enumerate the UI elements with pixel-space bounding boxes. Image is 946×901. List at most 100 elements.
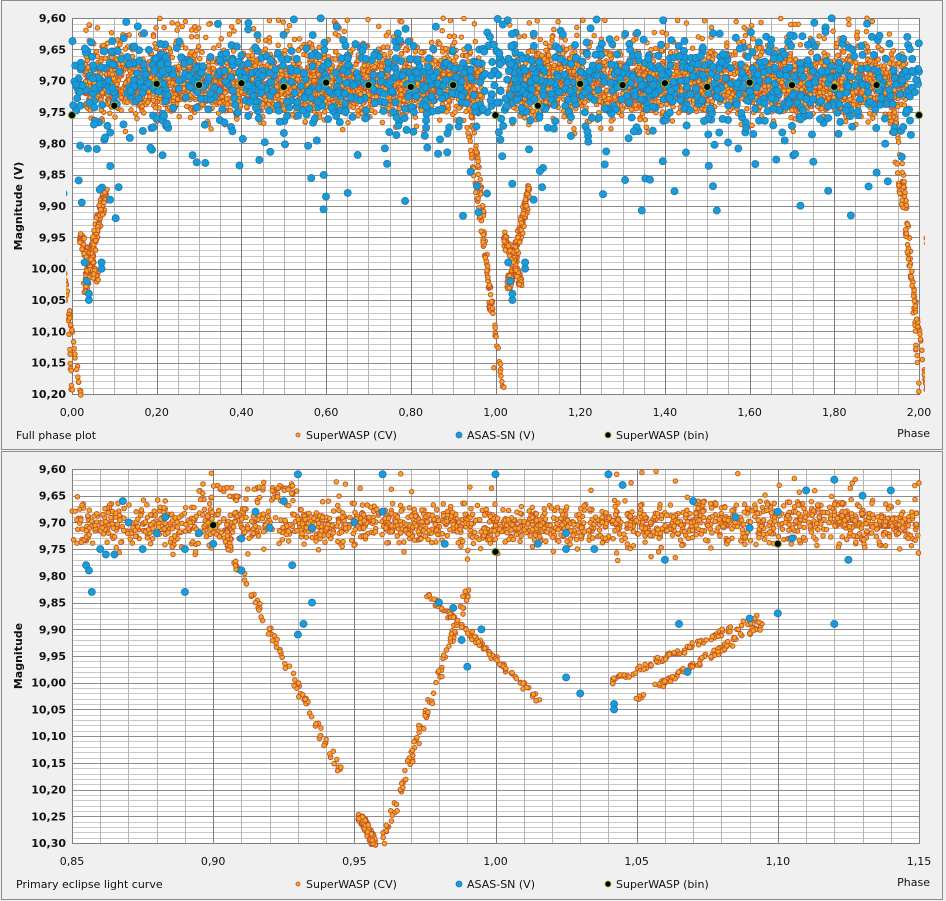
superwasp-cv-point — [674, 17, 681, 24]
superwasp-cv-point — [549, 33, 555, 40]
superwasp-cv-point — [122, 46, 129, 52]
superwasp-cv-point — [306, 40, 313, 46]
superwasp-cv-point — [543, 47, 549, 53]
superwasp-cv-point — [224, 96, 230, 102]
superwasp-cv-point — [756, 45, 763, 51]
superwasp-cv-point — [733, 18, 739, 25]
superwasp-cv-point — [463, 53, 470, 59]
superwasp-cv-point — [402, 47, 409, 53]
superwasp-cv-point — [118, 94, 124, 101]
superwasp-cv-point — [537, 36, 543, 43]
superwasp-cv-point — [901, 102, 908, 108]
superwasp-cv-point — [580, 17, 586, 24]
legend-entry: SuperWASP (bin) — [616, 429, 709, 442]
chart-title: Full phase plot — [16, 429, 97, 442]
superwasp-cv-point — [637, 116, 643, 123]
superwasp-cv-point — [611, 94, 618, 100]
superwasp-cv-point — [355, 107, 361, 114]
superwasp-cv-point — [174, 96, 181, 102]
superwasp-cv-point — [332, 30, 338, 37]
superwasp-cv-point — [86, 22, 92, 28]
x-tick-label: 2,00 — [907, 406, 932, 419]
superwasp-cv-point — [134, 115, 140, 122]
superwasp-cv-point — [139, 103, 145, 110]
superwasp-cv-point — [363, 73, 369, 79]
superwasp-cv-point — [112, 114, 118, 120]
superwasp-cv-point — [854, 33, 860, 39]
superwasp-cv-point — [182, 18, 189, 25]
superwasp-cv-point — [471, 86, 478, 92]
superwasp-cv-point — [413, 123, 420, 130]
superwasp-cv-point — [452, 109, 458, 115]
y-tick-label: 9,80 — [39, 137, 66, 150]
superwasp-cv-point — [542, 40, 549, 47]
superwasp-cv-point — [128, 107, 134, 113]
superwasp-cv-point — [547, 43, 553, 49]
superwasp-cv-point — [291, 36, 298, 43]
superwasp-cv-point — [847, 96, 853, 103]
superwasp-cv-point — [383, 32, 390, 39]
superwasp-cv-point — [266, 17, 273, 24]
x-axis-label: Phase — [897, 427, 930, 440]
y-tick-label: 9,85 — [39, 169, 66, 182]
superwasp-cv-point — [208, 126, 214, 132]
superwasp-cv-point — [227, 107, 234, 114]
y-tick-label: 10,10 — [31, 325, 66, 338]
superwasp-cv-point — [886, 31, 893, 37]
x-tick-label: 1,60 — [737, 406, 762, 419]
superwasp-cv-point — [749, 122, 755, 129]
superwasp-cv-point — [302, 118, 308, 125]
x-tick-label: 0,00 — [60, 406, 85, 419]
superwasp-cv-point — [266, 39, 273, 45]
superwasp-cv-point — [750, 36, 756, 42]
superwasp-cv-point — [701, 18, 708, 24]
superwasp-cv-point — [361, 62, 368, 69]
superwasp-cv-point — [890, 48, 897, 54]
superwasp-cv-point — [439, 27, 445, 34]
legend-marker — [455, 431, 463, 439]
superwasp-cv-point — [440, 15, 446, 21]
superwasp-cv-point — [375, 23, 382, 30]
superwasp-cv-point — [699, 35, 706, 42]
y-tick-label: 9,60 — [39, 12, 66, 25]
superwasp-cv-point — [817, 89, 823, 96]
superwasp-cv-point — [744, 65, 751, 72]
superwasp-cv-point — [708, 24, 715, 31]
superwasp-cv-point — [541, 56, 548, 62]
superwasp-cv-point — [900, 62, 907, 68]
superwasp-cv-point — [545, 52, 552, 58]
superwasp-cv-point — [608, 126, 614, 132]
superwasp-cv-point — [321, 109, 328, 115]
superwasp-cv-point — [365, 16, 371, 23]
superwasp-cv-point — [150, 33, 157, 40]
superwasp-cv-point — [889, 55, 896, 62]
superwasp-cv-point — [199, 49, 205, 55]
superwasp-cv-point — [651, 29, 658, 36]
superwasp-cv-point — [821, 35, 827, 42]
superwasp-cv-point — [582, 99, 588, 105]
superwasp-cv-point — [530, 108, 536, 114]
superwasp-cv-point — [384, 44, 391, 50]
superwasp-cv-point — [663, 31, 670, 37]
superwasp-cv-point — [182, 45, 189, 51]
superwasp-cv-point — [613, 35, 620, 42]
superwasp-cv-point — [458, 34, 465, 40]
superwasp-cv-point — [124, 99, 130, 106]
y-tick-label: 9,65 — [39, 43, 66, 56]
superwasp-cv-point — [816, 33, 822, 39]
x-tick-label: 0,60 — [314, 406, 339, 419]
superwasp-cv-point — [521, 33, 528, 39]
superwasp-cv-point — [603, 87, 610, 94]
superwasp-cv-point — [132, 111, 139, 117]
superwasp-cv-point — [789, 107, 795, 113]
superwasp-cv-point — [353, 61, 359, 68]
superwasp-cv-point — [174, 27, 180, 33]
superwasp-cv-point — [350, 104, 356, 111]
superwasp-cv-point — [193, 48, 200, 54]
x-tick-label: 0,20 — [144, 406, 169, 419]
superwasp-cv-point — [100, 42, 106, 49]
superwasp-cv-point — [245, 53, 251, 59]
x-tick-label: 1,80 — [822, 406, 847, 419]
superwasp-cv-point — [122, 128, 129, 135]
superwasp-cv-point — [787, 57, 793, 63]
